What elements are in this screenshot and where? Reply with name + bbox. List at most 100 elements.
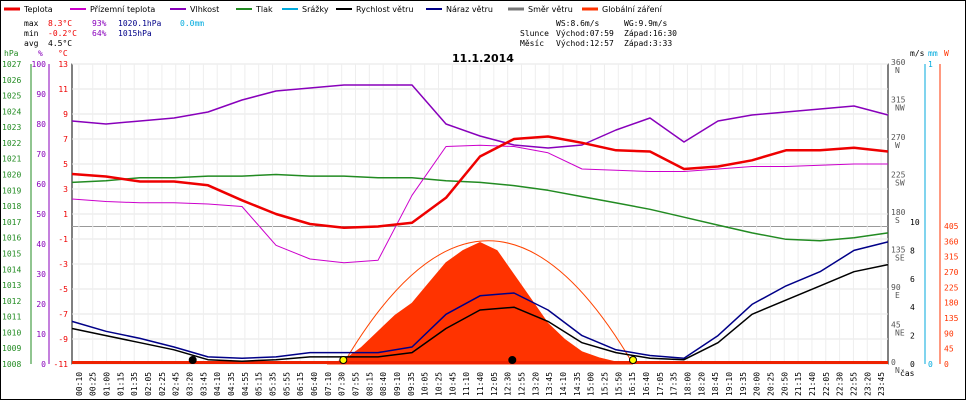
radiation-baseline: [72, 361, 888, 364]
temp-tick-label: -11: [54, 360, 69, 369]
temp-tick-label: -9: [58, 335, 68, 344]
stat-ws: WS:8.6m/s: [556, 19, 600, 28]
stat-min-label: min: [24, 29, 39, 38]
time-tick-label: 05:55: [282, 372, 291, 396]
hpa-tick-label: 1011: [2, 313, 21, 322]
time-tick-label: 00:10: [75, 372, 84, 396]
temp-tick-label: 7: [63, 135, 68, 144]
legend-label-teplota: Teplota: [23, 5, 53, 14]
time-tick-label: 13:45: [545, 372, 554, 396]
axis-label-pct: %: [38, 49, 43, 58]
pct-tick-label: 40: [36, 240, 46, 249]
stat-max-press: 1020.1hPa: [118, 19, 162, 28]
stat-max-rain: 0.0mm: [180, 19, 204, 28]
temp-tick-label: 5: [63, 160, 68, 169]
dir-tick-label: 90: [891, 283, 901, 292]
time-tick-label: 15:25: [600, 372, 609, 396]
stat-moon-label: Měsíc: [520, 39, 544, 48]
pct-tick-label: 0: [41, 360, 46, 369]
hpa-tick-label: 1009: [2, 344, 21, 353]
time-tick-label: 06:40: [310, 372, 319, 396]
legend-label-tlak: Tlak: [255, 5, 273, 14]
time-tick-label: 02:25: [158, 372, 167, 396]
dir-tick-label: 315: [891, 96, 906, 105]
axis-label-ms: m/s: [910, 49, 925, 58]
stat-sun-set: Západ:16:30: [624, 29, 677, 38]
hpa-tick-label: 1012: [2, 297, 21, 306]
hpa-tick-label: 1010: [2, 328, 21, 337]
time-tick-label: 23:45: [877, 372, 886, 396]
time-tick-label: 20:50: [780, 372, 789, 396]
time-tick-label: 08:40: [379, 372, 388, 396]
time-tick-label: 09:35: [407, 372, 416, 396]
time-tick-label: 12:55: [517, 372, 526, 396]
hpa-tick-label: 1025: [2, 92, 21, 101]
temperature-line: [71, 135, 889, 230]
time-tick-label: 23:20: [863, 372, 872, 396]
time-tick-label: 01:35: [130, 372, 139, 396]
ms-tick-label: 0: [910, 360, 915, 369]
stat-moon-rise: Východ:12:57: [556, 39, 614, 48]
time-tick-label: 15:00: [587, 372, 596, 396]
dir-name-label: E: [895, 291, 900, 300]
rad-tick-label: 225: [944, 283, 959, 292]
time-tick-label: 02:45: [172, 372, 181, 396]
time-tick-label: 10:25: [435, 372, 444, 396]
mm-tick-label: 0: [928, 360, 933, 369]
theoretical-radiation-arc: [342, 240, 634, 365]
legend-label-srazky: Srážky: [302, 5, 329, 14]
time-tick-label: 14:10: [559, 372, 568, 396]
time-tick-label: 04:55: [241, 372, 250, 396]
time-tick-label: 11:10: [462, 372, 471, 396]
time-tick-label: 07:10: [324, 372, 333, 396]
temp-tick-label: -7: [58, 310, 68, 319]
stats-block: max 8.3°C 93% 1020.1hPa 0.0mm min -0.2°C…: [24, 19, 677, 48]
time-tick-label: 12:05: [490, 372, 499, 396]
sunset-marker: [629, 356, 637, 364]
time-tick-label: 22:55: [849, 372, 858, 396]
dir-name-label: NW: [895, 104, 905, 113]
rad-tick-label: 90: [944, 329, 954, 338]
time-tick-label: 22:30: [836, 372, 845, 396]
time-tick-label: 08:15: [365, 372, 374, 396]
dir-name-label: N: [895, 66, 900, 75]
hpa-tick-label: 1024: [2, 107, 21, 116]
time-tick-label: 03:45: [199, 372, 208, 396]
temp-tick-label: 3: [63, 185, 68, 194]
hpa-tick-label: 1026: [2, 76, 21, 85]
hpa-tick-label: 1020: [2, 171, 21, 180]
time-tick-label: 14:35: [573, 372, 582, 396]
stat-avg-label: avg: [24, 39, 39, 48]
rad-tick-label: 270: [944, 268, 959, 277]
pct-tick-label: 80: [36, 120, 46, 129]
rad-tick-label: 135: [944, 314, 959, 323]
time-tick-label: 19:10: [725, 372, 734, 396]
time-tick-label: 04:10: [213, 372, 222, 396]
rad-tick-label: 405: [944, 222, 959, 231]
time-tick-label: 22:05: [822, 372, 831, 396]
pressure-line: [71, 173, 889, 242]
dir-name-label: W: [895, 141, 900, 150]
pct-tick-label: 100: [32, 60, 47, 69]
time-tick-label: 20:25: [766, 372, 775, 396]
humidity-line: [71, 84, 889, 149]
time-tick-label: 01:00: [103, 372, 112, 396]
time-tick-label: 21:15: [794, 372, 803, 396]
stat-max-hum: 93%: [92, 19, 107, 28]
legend: Teplota Přízemní teplota Vlhkost Tlak Sr…: [4, 5, 663, 14]
ms-tick-label: 4: [910, 303, 915, 312]
dir-name-label: SE: [895, 254, 905, 263]
wind-gust-line: [71, 241, 889, 360]
time-tick-label: 00:25: [89, 372, 98, 396]
chart-title: 11.1.2014: [452, 52, 514, 65]
axis-label-hpa: hPa: [4, 49, 19, 58]
temp-tick-label: -5: [58, 285, 68, 294]
time-tick-label: 12:30: [504, 372, 513, 396]
stat-min-press: 1015hPa: [118, 29, 152, 38]
mm-tick-label: 1: [928, 60, 933, 69]
legend-label-vlhkost: Vlhkost: [190, 5, 219, 14]
time-tick-label: 17:35: [670, 372, 679, 396]
pct-tick-label: 30: [36, 270, 46, 279]
hpa-tick-label: 1027: [2, 60, 21, 69]
dir-tick-label: 225: [891, 171, 906, 180]
